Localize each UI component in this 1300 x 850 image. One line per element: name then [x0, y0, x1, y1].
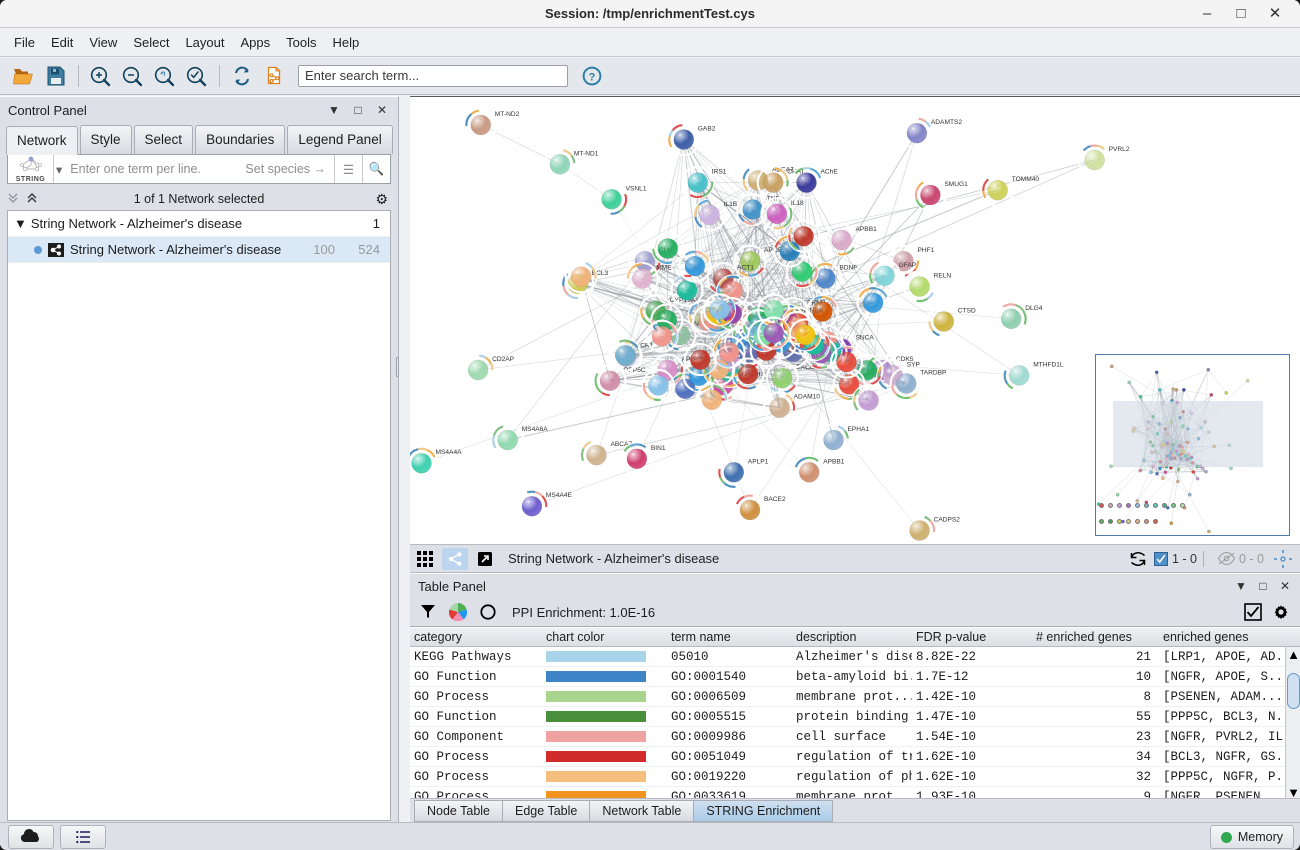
svg-text:DLG4: DLG4	[1025, 305, 1043, 312]
svg-text:CTSD: CTSD	[958, 308, 976, 315]
svg-text:APBB1: APBB1	[823, 458, 845, 465]
svg-text:IRS1: IRS1	[712, 169, 727, 176]
svg-text:BACE2: BACE2	[764, 496, 786, 503]
svg-text:RELN: RELN	[934, 273, 952, 280]
svg-text:SMUG1: SMUG1	[944, 181, 968, 188]
svg-text:PVRL2: PVRL2	[1109, 146, 1130, 153]
svg-text:EPHA1: EPHA1	[848, 426, 870, 433]
svg-text:IL1B: IL1B	[724, 201, 738, 208]
svg-text:MME: MME	[656, 265, 672, 272]
svg-text:ADAMTS2: ADAMTS2	[931, 119, 962, 126]
svg-text:APLP1: APLP1	[748, 458, 769, 465]
svg-text:GAB2: GAB2	[698, 126, 716, 133]
svg-text:ACT1: ACT1	[737, 265, 754, 272]
svg-text:?: ?	[589, 71, 596, 83]
svg-text:GFAP: GFAP	[899, 262, 917, 269]
svg-text:CADPS2: CADPS2	[934, 517, 961, 524]
svg-text:BDNF: BDNF	[839, 265, 857, 272]
svg-text:APBB1: APBB1	[856, 226, 878, 233]
svg-text:TARDBP: TARDBP	[920, 370, 947, 377]
svg-text:CD2AP: CD2AP	[492, 356, 515, 363]
svg-text:IL18: IL18	[791, 200, 804, 207]
svg-text:MTHFD1L: MTHFD1L	[1033, 361, 1064, 368]
svg-text:MS4A6A: MS4A6A	[522, 426, 549, 433]
svg-text:ADAM10: ADAM10	[794, 394, 821, 401]
svg-text:MT-ND1: MT-ND1	[574, 150, 599, 157]
svg-text:MS4A4A: MS4A4A	[436, 449, 463, 456]
svg-text:AChE: AChE	[821, 169, 839, 176]
svg-text:PHF1: PHF1	[918, 247, 935, 254]
svg-text:MS4A4E: MS4A4E	[546, 492, 573, 499]
svg-text:TOMM40: TOMM40	[1012, 176, 1040, 183]
svg-text:VSNL1: VSNL1	[626, 185, 647, 192]
svg-text:BIN1: BIN1	[651, 445, 666, 452]
svg-text:MT-ND2: MT-ND2	[495, 111, 520, 118]
svg-text:SNCA: SNCA	[856, 335, 875, 342]
